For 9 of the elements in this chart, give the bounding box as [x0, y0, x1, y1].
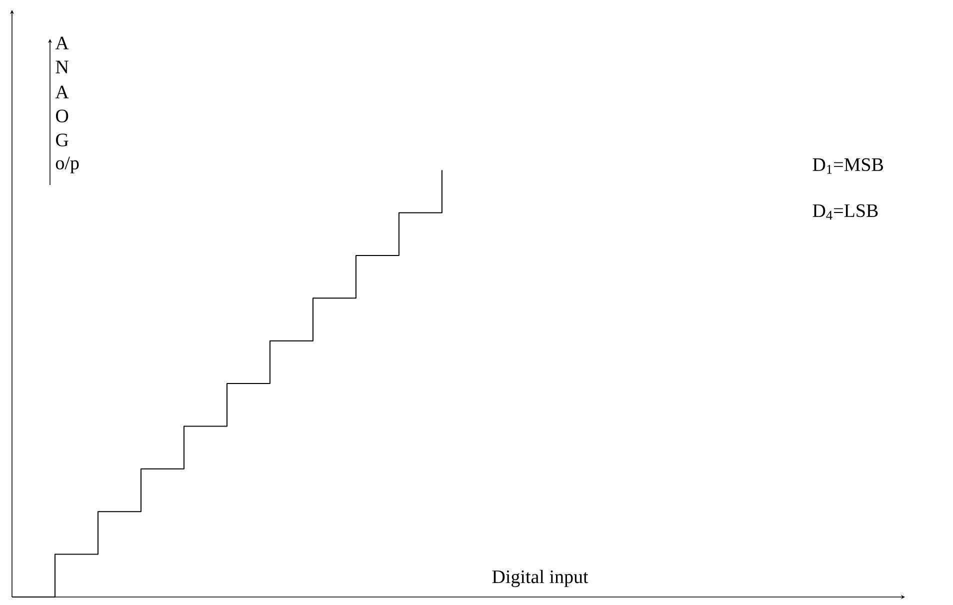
- text: D$_{1}$=MSB: [812, 158, 883, 174]
- x-axis-title: Digital input: [492, 570, 588, 588]
- text: O: [56, 110, 68, 122]
- text: N: [56, 60, 68, 74]
- text: A: [55, 86, 69, 98]
- text: D$_{4}$=LSB: [812, 204, 878, 220]
- text: A: [55, 36, 69, 50]
- annotation: o/p: [56, 156, 79, 174]
- text: G: [56, 134, 68, 146]
